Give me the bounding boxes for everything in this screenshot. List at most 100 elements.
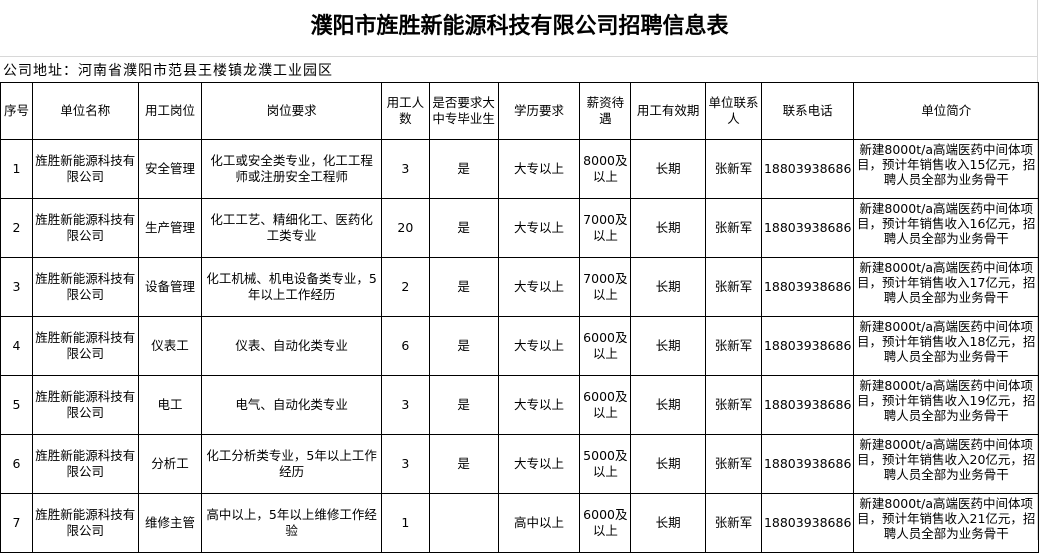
cell-count: 1 xyxy=(380,493,430,553)
cell-period: 长期 xyxy=(630,493,707,553)
cell-intro: 新建8000t/a高端医药中间体项目，预计年销售收入15亿元，招聘人员全部为业务… xyxy=(853,139,1039,199)
cell-salary: 6000及以上 xyxy=(579,375,632,435)
cell-period: 长期 xyxy=(630,139,707,199)
header-col-position: 用工岗位 xyxy=(137,82,203,140)
cell-contact: 张新军 xyxy=(705,493,762,553)
cell-position: 电工 xyxy=(137,375,203,435)
cell-education: 大专以上 xyxy=(497,139,581,199)
cell-requirement: 高中以上，5年以上维修工作经验 xyxy=(201,493,382,553)
cell-position: 设备管理 xyxy=(137,257,203,317)
cell-education: 大专以上 xyxy=(497,316,581,376)
cell-graduate: 是 xyxy=(428,434,499,494)
table-row: 5 旌胜新能源科技有限公司 电工 电气、自动化类专业 3 是大专以上 6000及以上 长期 张新… xyxy=(0,375,1039,435)
cell-salary: 7000及以上 xyxy=(579,257,632,317)
page-title: 濮阳市旌胜新能源科技有限公司招聘信息表 xyxy=(310,13,729,39)
cell-no: 6 xyxy=(0,434,33,494)
cell-company: 旌胜新能源科技有限公司 xyxy=(31,198,139,258)
header-col-salary: 薪资待遇 xyxy=(579,82,632,140)
cell-contact: 张新军 xyxy=(705,198,762,258)
cell-position: 维修主管 xyxy=(137,493,203,553)
cell-period: 长期 xyxy=(630,434,707,494)
table-row: 3 旌胜新能源科技有限公司 设备管理 化工机械、机电设备类专业，5年以上工作经历 2 是大… xyxy=(0,257,1039,317)
cell-salary: 6000及以上 xyxy=(579,493,632,553)
cell-phone: 18803938686 xyxy=(760,198,855,258)
cell-company: 旌胜新能源科技有限公司 xyxy=(31,493,139,553)
cell-contact: 张新军 xyxy=(705,375,762,435)
cell-count: 2 xyxy=(380,257,430,317)
cell-graduate: 是 xyxy=(428,316,499,376)
cell-period: 长期 xyxy=(630,198,707,258)
cell-phone: 18803938686 xyxy=(760,139,855,199)
cell-graduate: 是 xyxy=(428,375,499,435)
cell-salary: 5000及以上 xyxy=(579,434,632,494)
cell-contact: 张新军 xyxy=(705,316,762,376)
cell-requirement: 化工机械、机电设备类专业，5年以上工作经历 xyxy=(201,257,382,317)
cell-contact: 张新军 xyxy=(705,257,762,317)
cell-requirement: 化工分析类专业，5年以上工作经历 xyxy=(201,434,382,494)
cell-education: 大专以上 xyxy=(497,257,581,317)
cell-education: 大专以上 xyxy=(497,434,581,494)
table-row: 4 旌胜新能源科技有限公司 仪表工 仪表、自动化类专业 6 是大专以上 6000及以上 长期张… xyxy=(0,316,1039,376)
cell-position: 仪表工 xyxy=(137,316,203,376)
cell-company: 旌胜新能源科技有限公司 xyxy=(31,139,139,199)
cell-graduate: 是 xyxy=(428,257,499,317)
header-col-company: 单位名称 xyxy=(31,82,139,140)
cell-requirement: 仪表、自动化类专业 xyxy=(201,316,382,376)
header-col-intro: 单位简介 xyxy=(853,82,1039,140)
cell-intro: 新建8000t/a高端医药中间体项目，预计年销售收入18亿元，招聘人员全部为业务… xyxy=(853,316,1039,376)
cell-no: 3 xyxy=(0,257,33,317)
cell-no: 4 xyxy=(0,316,33,376)
table-row: 6 旌胜新能源科技有限公司 分析工 化工分析类专业，5年以上工作经历 3 是大专以上 500… xyxy=(0,434,1039,494)
cell-count: 3 xyxy=(380,375,430,435)
header-row: 序号 单位名称 用工岗位 岗位要求 用工人数 是否要求大中专毕业生 学历要求 薪资待遇 用工有效… xyxy=(0,82,1039,140)
cell-company: 旌胜新能源科技有限公司 xyxy=(31,375,139,435)
cell-requirement: 化工工艺、精细化工、医药化工类专业 xyxy=(201,198,382,258)
cell-education: 大专以上 xyxy=(497,198,581,258)
cell-education: 高中以上 xyxy=(497,493,581,553)
cell-graduate: 是 xyxy=(428,198,499,258)
header-col-education: 学历要求 xyxy=(497,82,581,140)
cell-education: 大专以上 xyxy=(497,375,581,435)
cell-company: 旌胜新能源科技有限公司 xyxy=(31,257,139,317)
cell-company: 旌胜新能源科技有限公司 xyxy=(31,434,139,494)
cell-graduate: 是 xyxy=(428,139,499,199)
cell-phone: 18803938686 xyxy=(760,493,855,553)
header-col-period: 用工有效期 xyxy=(630,82,707,140)
cell-phone: 18803938686 xyxy=(760,257,855,317)
cell-requirement: 化工或安全类专业，化工工程师或注册安全工程师 xyxy=(201,139,382,199)
cell-salary: 8000及以上 xyxy=(579,139,632,199)
cell-intro: 新建8000t/a高端医药中间体项目，预计年销售收入17亿元，招聘人员全部为业务… xyxy=(853,257,1039,317)
cell-requirement: 电气、自动化类专业 xyxy=(201,375,382,435)
cell-salary: 6000及以上 xyxy=(579,316,632,376)
header-col-contact: 单位联系人 xyxy=(705,82,762,140)
cell-period: 长期 xyxy=(630,316,707,376)
cell-no: 1 xyxy=(0,139,33,199)
header-col-requirement: 岗位要求 xyxy=(201,82,382,140)
cell-count: 6 xyxy=(380,316,430,376)
table-row: 7 旌胜新能源科技有限公司 维修主管 高中以上，5年以上维修工作经验 1 高中以上 6000… xyxy=(0,493,1039,553)
cell-salary: 7000及以上 xyxy=(579,198,632,258)
cell-count: 3 xyxy=(380,139,430,199)
company-address: 公司地址：河南省濮阳市范县王楼镇龙濮工业园区 xyxy=(3,63,333,79)
divider xyxy=(0,56,1037,57)
header-col-phone: 联系电话 xyxy=(760,82,855,140)
table-row: 2 旌胜新能源科技有限公司 生产管理 化工工艺、精细化工、医药化工类专业 20 是大专以上… xyxy=(0,198,1039,258)
cell-intro: 新建8000t/a高端医药中间体项目，预计年销售收入21亿元，招聘人员全部为业务… xyxy=(853,493,1039,553)
cell-count: 3 xyxy=(380,434,430,494)
header-col-no: 序号 xyxy=(0,82,33,140)
cell-company: 旌胜新能源科技有限公司 xyxy=(31,316,139,376)
recruitment-table: 序号 单位名称 用工岗位 岗位要求 用工人数 是否要求大中专毕业生 学历要求 薪资待遇 用工有效… xyxy=(0,82,1039,553)
cell-count: 20 xyxy=(380,198,430,258)
cell-no: 5 xyxy=(0,375,33,435)
cell-phone: 18803938686 xyxy=(760,375,855,435)
cell-contact: 张新军 xyxy=(705,139,762,199)
cell-position: 生产管理 xyxy=(137,198,203,258)
header-col-count: 用工人数 xyxy=(380,82,430,140)
cell-no: 2 xyxy=(0,198,33,258)
cell-contact: 张新军 xyxy=(705,434,762,494)
cell-no: 7 xyxy=(0,493,33,553)
table-row: 1 旌胜新能源科技有限公司 安全管理 化工或安全类专业，化工工程师或注册安全工程师 3 是… xyxy=(0,139,1039,199)
cell-position: 分析工 xyxy=(137,434,203,494)
cell-period: 长期 xyxy=(630,375,707,435)
cell-period: 长期 xyxy=(630,257,707,317)
